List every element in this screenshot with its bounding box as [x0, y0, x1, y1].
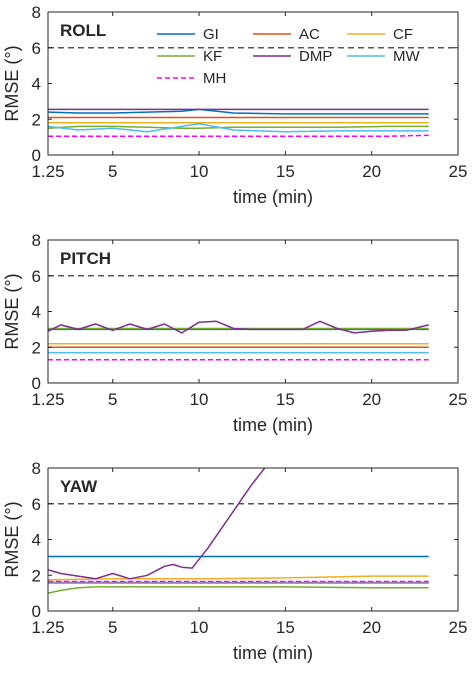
legend: GI AC CF KF DMP MW MH: [157, 26, 420, 87]
legend-label-ac: AC: [299, 26, 320, 43]
legend-label-kf: KF: [203, 48, 222, 65]
panel-title: YAW: [60, 477, 98, 496]
y-tick-label: 2: [32, 338, 41, 357]
x-tick-label: 10: [190, 162, 209, 181]
series-line-dmp: [48, 468, 266, 580]
y-tick-label: 0: [32, 374, 41, 393]
x-tick-label: 10: [190, 618, 209, 637]
y-tick-label: 4: [32, 75, 41, 94]
x-tick-label: 15: [276, 618, 295, 637]
y-tick-label: 6: [32, 267, 41, 286]
legend-label-gi: GI: [203, 26, 219, 43]
legend-label-dmp: DMP: [299, 48, 332, 65]
y-tick-label: 4: [32, 303, 41, 322]
y-tick-label: 0: [32, 146, 41, 165]
x-tick-label: 5: [108, 390, 117, 409]
x-tick-label: 15: [276, 162, 295, 181]
x-tick-label: 1.25: [31, 390, 64, 409]
x-tick-label: 15: [276, 390, 295, 409]
y-tick-label: 4: [32, 531, 41, 550]
y-tick-label: 8: [32, 3, 41, 22]
panel-title: ROLL: [60, 21, 106, 40]
legend-label-cf: CF: [393, 26, 413, 43]
x-tick-label: 10: [190, 390, 209, 409]
y-tick-label: 0: [32, 602, 41, 621]
series-line-dmp: [48, 320, 429, 334]
x-tick-label: 25: [449, 162, 468, 181]
legend-label-mh: MH: [203, 70, 226, 87]
y-tick-label: 8: [32, 231, 41, 250]
series-line-kf: [48, 125, 429, 129]
series-line-mw: [48, 122, 429, 133]
y-tick-label: 2: [32, 110, 41, 129]
x-axis-title: time (min): [233, 415, 313, 435]
x-tick-label: 1.25: [31, 618, 64, 637]
y-tick-label: 6: [32, 495, 41, 514]
series-line-cf: [48, 575, 429, 581]
series-line-kf: [48, 586, 429, 594]
yaw-panel: 1.25 5 10 15 20 25 0 2 4 6 8 time (min) RMSE (°) YAW: [2, 459, 467, 663]
y-tick-label: 2: [32, 566, 41, 585]
y-axis-title: RMSE (°): [2, 501, 22, 577]
pitch-panel: 1.25 5 10 15 20 25 0 2 4 6 8 time (min) RMSE (°) PITC…: [2, 231, 467, 435]
panel-title: PITCH: [60, 249, 111, 268]
y-axis-title: RMSE (°): [2, 273, 22, 349]
axes-box: [47, 467, 459, 612]
y-axis-title: RMSE (°): [2, 45, 22, 121]
x-tick-label: 25: [449, 618, 468, 637]
x-axis-title: time (min): [233, 643, 313, 663]
series-line-mh: [48, 134, 429, 137]
y-tick-label: 8: [32, 459, 41, 478]
x-tick-label: 20: [362, 390, 381, 409]
legend-label-mw: MW: [393, 48, 420, 65]
x-tick-label: 1.25: [31, 162, 64, 181]
roll-panel: 1.25 5 10 15 20 25 0 2 4 6 8 time (min) RMSE (°) ROLL…: [2, 3, 467, 207]
y-tick-label: 6: [32, 39, 41, 58]
x-tick-label: 20: [362, 162, 381, 181]
x-tick-label: 25: [449, 390, 468, 409]
x-tick-label: 20: [362, 618, 381, 637]
x-tick-label: 5: [108, 618, 117, 637]
x-tick-label: 5: [108, 162, 117, 181]
x-axis-title: time (min): [233, 187, 313, 207]
